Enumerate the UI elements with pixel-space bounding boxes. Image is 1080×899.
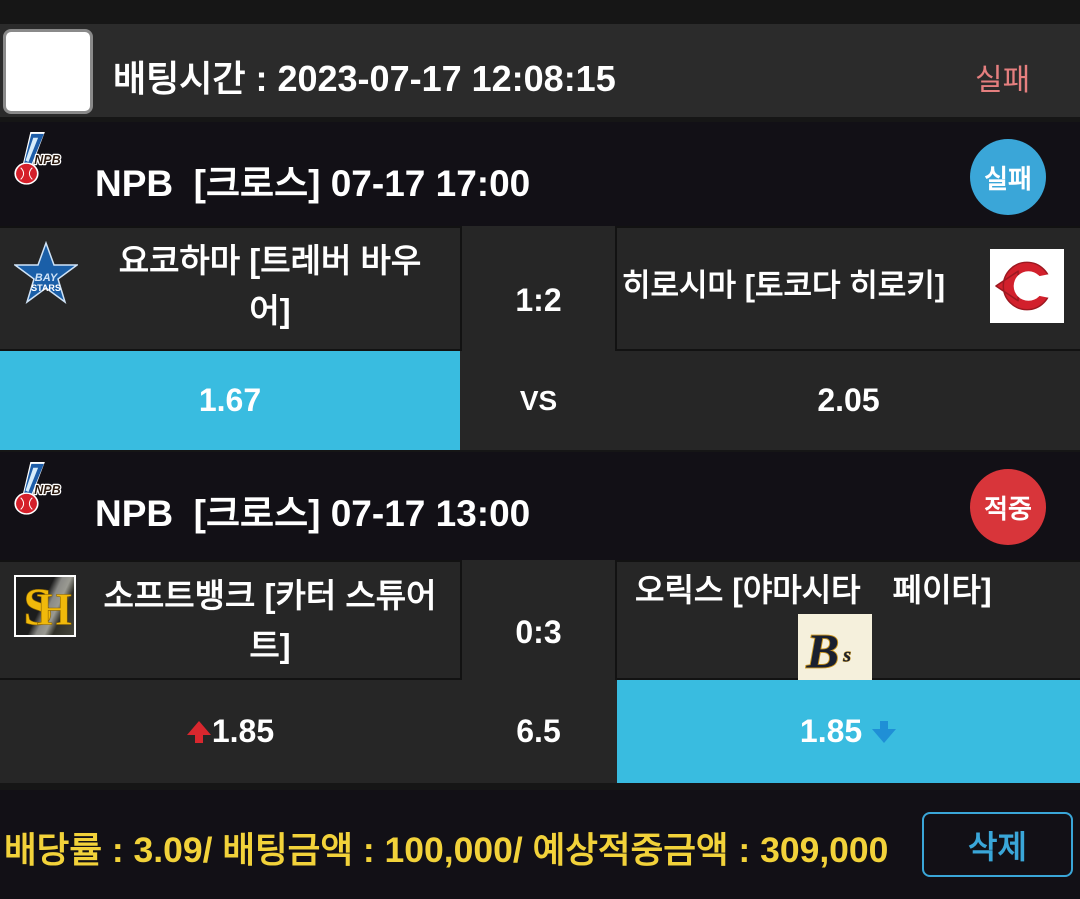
svg-text:s: s — [842, 644, 851, 666]
svg-text:NPB: NPB — [34, 483, 61, 497]
svg-text:NPB: NPB — [34, 153, 61, 167]
svg-text:B: B — [806, 625, 840, 679]
svg-text:H: H — [37, 585, 72, 635]
svg-text:STARS: STARS — [31, 283, 61, 293]
